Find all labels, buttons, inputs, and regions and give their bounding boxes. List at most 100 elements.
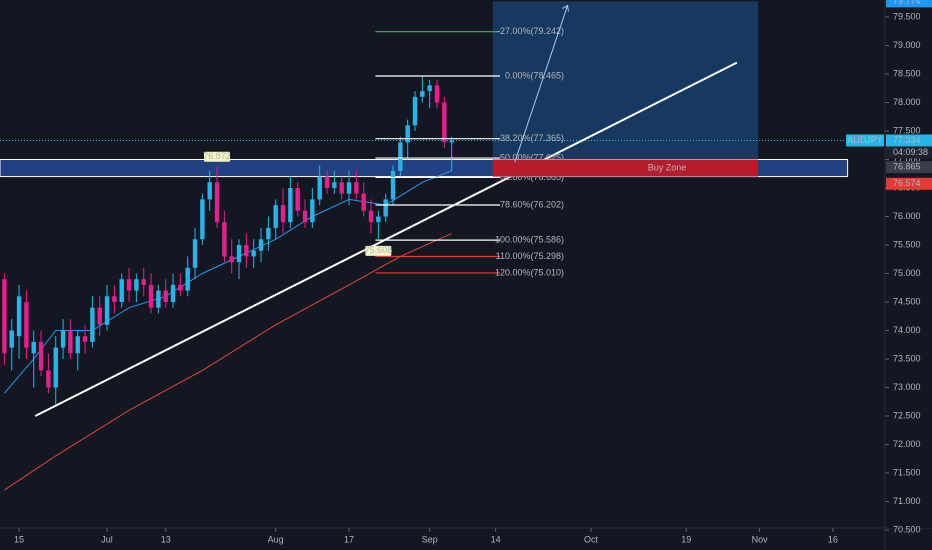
candle-body xyxy=(280,205,286,223)
candle-body xyxy=(427,85,432,92)
symbol-tag xyxy=(846,134,884,147)
candle-body xyxy=(442,102,447,143)
candle-body xyxy=(16,296,22,337)
y-tick-label: 74.500 xyxy=(893,296,921,306)
price-tag xyxy=(886,0,932,8)
candle-body xyxy=(288,187,293,223)
candle-body xyxy=(434,85,440,103)
price-tag-label: 77.334 xyxy=(893,135,921,145)
candle-body xyxy=(383,199,388,217)
y-tick-label: 78.500 xyxy=(893,68,921,78)
y-tick-label: 71.000 xyxy=(893,496,921,506)
candle-body xyxy=(38,341,44,371)
x-tick-label: 19 xyxy=(681,534,691,544)
moving-average xyxy=(4,233,452,491)
x-tick-label: 14 xyxy=(491,534,501,544)
y-tick-label: 72.000 xyxy=(893,439,921,449)
x-tick-label: 15 xyxy=(14,534,24,544)
candle-body xyxy=(222,222,227,257)
candle-body xyxy=(46,370,51,388)
y-tick-label: 70.500 xyxy=(893,524,921,534)
candle-body xyxy=(449,140,454,143)
candle-body xyxy=(405,125,410,143)
candle-body xyxy=(244,244,249,257)
fib-label: 0.00%(78.465) xyxy=(505,70,564,80)
candle-body xyxy=(2,279,7,354)
price-axis-bg xyxy=(886,0,932,528)
candle-body xyxy=(310,199,315,223)
annotation-box xyxy=(204,151,231,162)
candle-body xyxy=(368,210,374,223)
candle-body xyxy=(185,267,190,291)
price-tag-label: 76.574 xyxy=(893,178,921,188)
y-tick-label: 75.500 xyxy=(893,239,921,249)
price-tag-label: 76.865 xyxy=(893,162,921,172)
y-tick-label: 79.500 xyxy=(893,11,921,21)
candle-body xyxy=(317,176,322,200)
price-tag-label: 79.774 xyxy=(893,0,921,6)
fib-label: 100.00%(75.586) xyxy=(495,234,564,244)
fib-label: 61.80%(76.685) xyxy=(500,172,564,182)
y-tick-label: 79.000 xyxy=(893,40,921,50)
y-tick-label: 73.500 xyxy=(893,353,921,363)
target-box xyxy=(492,1,759,160)
candle-body xyxy=(60,330,66,348)
x-tick-label: 16 xyxy=(828,534,838,544)
fib-label: 38.20%(77.365) xyxy=(500,133,564,143)
candle-body xyxy=(332,182,337,188)
candle-body xyxy=(134,279,139,291)
candle-body xyxy=(412,96,418,126)
candle-body xyxy=(53,347,58,388)
countdown-label: 04:09:38 xyxy=(893,147,928,157)
annotation-box xyxy=(365,245,392,256)
y-tick-label: 75.000 xyxy=(893,268,921,278)
candle-body xyxy=(258,239,264,251)
annotation-label: 76.872 xyxy=(203,151,231,161)
symbol-label: AUDJPY xyxy=(847,135,883,145)
y-tick-label: 78.000 xyxy=(893,97,921,107)
candle-body xyxy=(214,182,220,223)
y-tick-label: 73.000 xyxy=(893,382,921,392)
candle-body xyxy=(126,279,132,291)
countdown-tag xyxy=(886,146,932,159)
trendline xyxy=(34,61,738,417)
candle-body xyxy=(339,182,344,194)
candle-body xyxy=(24,301,29,348)
price-tag xyxy=(886,161,932,174)
candle-body xyxy=(163,290,168,302)
x-tick-label: 13 xyxy=(161,534,171,544)
fib-label: 50.00%(77.025) xyxy=(500,152,564,162)
x-tick-label: Jul xyxy=(101,534,113,544)
candle-body xyxy=(90,307,95,342)
candle-body xyxy=(273,205,278,228)
candle-body xyxy=(148,284,154,308)
candle-body xyxy=(141,279,146,285)
candle-body xyxy=(251,250,256,257)
fib-label: -27.00%(79.242) xyxy=(497,26,564,36)
annotation-label: 75.608 xyxy=(365,245,393,255)
price-tag xyxy=(886,134,932,147)
y-tick-label: 72.500 xyxy=(893,410,921,420)
y-tick-label: 76.000 xyxy=(893,211,921,221)
candle-body xyxy=(390,170,396,200)
x-tick-label: 17 xyxy=(344,534,354,544)
buy-zone xyxy=(492,159,759,177)
candle-body xyxy=(97,307,102,325)
fib-label: 110.00%(75.298) xyxy=(496,251,564,261)
arrow-head xyxy=(562,4,570,12)
fib-label: 78.60%(76.202) xyxy=(500,199,564,209)
candle-body xyxy=(178,284,183,291)
candle-body xyxy=(31,341,36,354)
price-tag xyxy=(886,177,932,190)
candle-body xyxy=(236,244,242,263)
candle-body xyxy=(156,290,161,308)
y-tick-label: 77.000 xyxy=(893,154,921,164)
candle-body xyxy=(119,279,124,302)
candle-body xyxy=(229,256,234,263)
candle-body xyxy=(346,182,352,194)
x-tick-label: Oct xyxy=(584,534,599,544)
buy-zone-label: Buy Zone xyxy=(648,162,687,172)
candle-body xyxy=(266,227,271,240)
